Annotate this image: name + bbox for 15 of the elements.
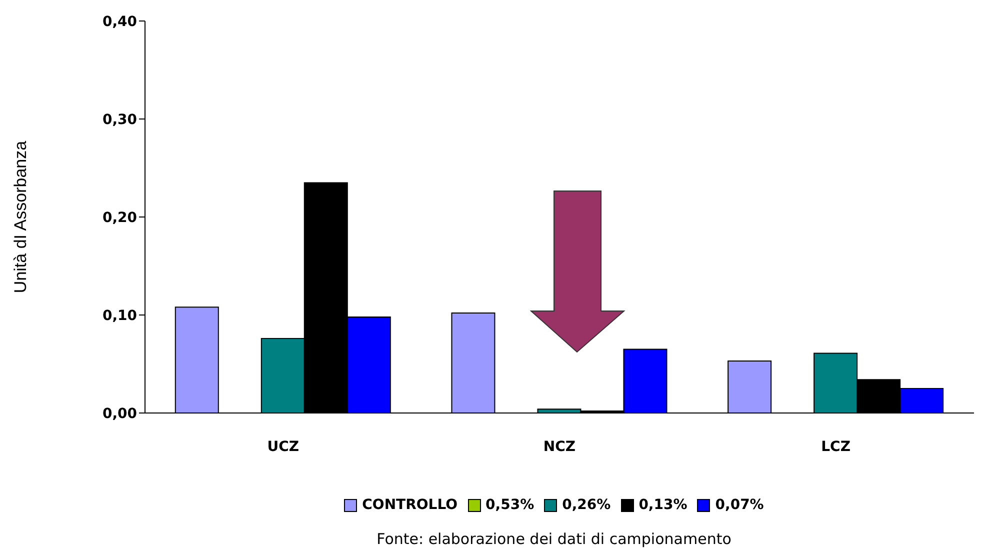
legend-label: 0,07% (714, 497, 764, 513)
y-tick-label: 0,10 (102, 308, 138, 324)
y-tick-label: 0,40 (102, 14, 138, 30)
legend-label: 0,26% (561, 497, 611, 513)
x-tick-label: NCZ (543, 438, 576, 455)
y-tick-label: 0,00 (102, 406, 138, 422)
y-axis-title: Unità dI Assorbanza (11, 140, 30, 294)
y-tick-label: 0,20 (102, 210, 138, 226)
y-tick-label: 0,30 (102, 112, 138, 128)
legend-label: 0,13% (638, 497, 688, 513)
legend-label: 0,53% (484, 497, 534, 513)
x-tick-label: UCZ (267, 438, 300, 455)
x-tick-label: LCZ (821, 438, 851, 455)
legend-label: CONTROLLO (361, 497, 458, 513)
source-note: Fonte: elaborazione dei dati di campionamento (376, 530, 732, 548)
